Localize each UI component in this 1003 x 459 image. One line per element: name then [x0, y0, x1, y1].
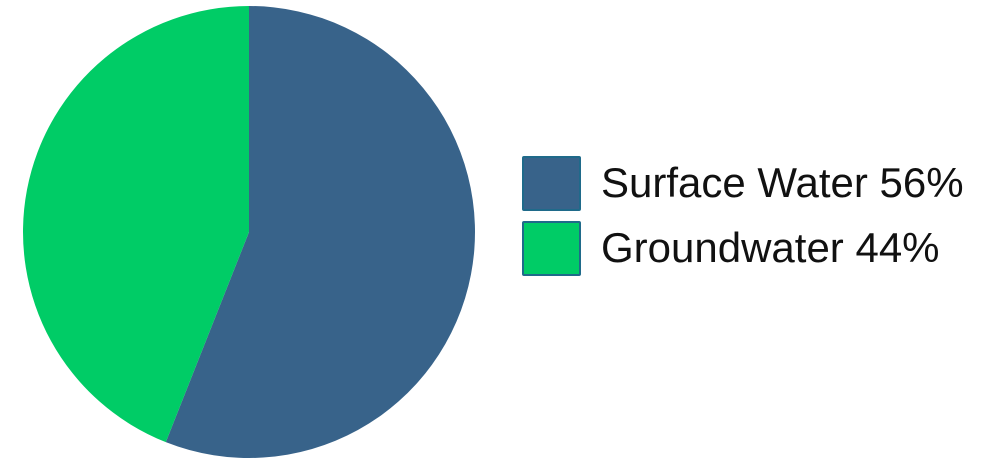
- chart-legend: Surface Water 56% Groundwater 44%: [522, 154, 992, 284]
- legend-label-surface-water: Surface Water 56%: [601, 159, 964, 206]
- legend-item-surface-water: Surface Water 56%: [522, 154, 992, 212]
- legend-item-groundwater: Groundwater 44%: [522, 219, 992, 277]
- pie-plot-area: [22, 6, 475, 458]
- pie-slice-surface-water: [165, 6, 475, 458]
- legend-label-groundwater: Groundwater 44%: [601, 224, 940, 271]
- pie-slice-groundwater: [22, 6, 249, 443]
- legend-swatch-groundwater: [522, 220, 581, 276]
- legend-swatch-surface-water: [522, 155, 581, 211]
